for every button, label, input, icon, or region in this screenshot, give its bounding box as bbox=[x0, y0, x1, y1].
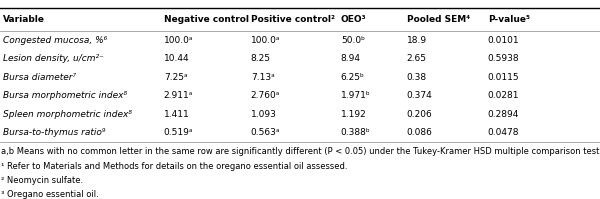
Text: Congested mucosa, %⁶: Congested mucosa, %⁶ bbox=[3, 36, 107, 45]
Text: a,b Means with no common letter in the same row are significantly different (P <: a,b Means with no common letter in the s… bbox=[1, 147, 600, 156]
Text: 1.411: 1.411 bbox=[164, 110, 190, 119]
Text: 0.0115: 0.0115 bbox=[488, 73, 520, 82]
Text: 50.0ᵇ: 50.0ᵇ bbox=[341, 36, 365, 45]
Text: 10.44: 10.44 bbox=[164, 54, 190, 63]
Text: 6.25ᵇ: 6.25ᵇ bbox=[341, 73, 365, 82]
Text: 1.192: 1.192 bbox=[341, 110, 367, 119]
Text: P-value⁵: P-value⁵ bbox=[488, 15, 530, 24]
Text: OEO³: OEO³ bbox=[341, 15, 367, 24]
Text: 0.563ᵃ: 0.563ᵃ bbox=[251, 128, 280, 137]
Text: ¹ Refer to Materials and Methods for details on the oregano essential oil assess: ¹ Refer to Materials and Methods for det… bbox=[1, 162, 348, 171]
Text: 0.5938: 0.5938 bbox=[488, 54, 520, 63]
Text: 8.25: 8.25 bbox=[251, 54, 271, 63]
Text: 18.9: 18.9 bbox=[407, 36, 427, 45]
Text: 0.206: 0.206 bbox=[407, 110, 433, 119]
Text: 2.911ᵃ: 2.911ᵃ bbox=[164, 91, 193, 100]
Text: 100.0ᵃ: 100.0ᵃ bbox=[164, 36, 193, 45]
Text: Lesion density, u/cm²⁻: Lesion density, u/cm²⁻ bbox=[3, 54, 104, 63]
Text: 8.94: 8.94 bbox=[341, 54, 361, 63]
Text: 2.65: 2.65 bbox=[407, 54, 427, 63]
Text: 1.971ᵇ: 1.971ᵇ bbox=[341, 91, 371, 100]
Text: Bursa-to-thymus ratio⁹: Bursa-to-thymus ratio⁹ bbox=[3, 128, 106, 137]
Text: 0.0101: 0.0101 bbox=[488, 36, 520, 45]
Text: 0.388ᵇ: 0.388ᵇ bbox=[341, 128, 371, 137]
Text: Variable: Variable bbox=[3, 15, 45, 24]
Text: 0.0281: 0.0281 bbox=[488, 91, 519, 100]
Text: Negative control: Negative control bbox=[164, 15, 249, 24]
Text: 100.0ᵃ: 100.0ᵃ bbox=[251, 36, 280, 45]
Text: ³ Oregano essential oil.: ³ Oregano essential oil. bbox=[1, 190, 99, 199]
Text: 0.0478: 0.0478 bbox=[488, 128, 519, 137]
Text: 0.519ᵃ: 0.519ᵃ bbox=[164, 128, 193, 137]
Text: Pooled SEM⁴: Pooled SEM⁴ bbox=[407, 15, 470, 24]
Text: 0.086: 0.086 bbox=[407, 128, 433, 137]
Text: Bursa diameter⁷: Bursa diameter⁷ bbox=[3, 73, 76, 82]
Text: 7.13ᵃ: 7.13ᵃ bbox=[251, 73, 275, 82]
Text: 0.374: 0.374 bbox=[407, 91, 433, 100]
Text: 0.2894: 0.2894 bbox=[488, 110, 519, 119]
Text: 2.760ᵃ: 2.760ᵃ bbox=[251, 91, 280, 100]
Text: 1.093: 1.093 bbox=[251, 110, 277, 119]
Text: Bursa morphometric index⁸: Bursa morphometric index⁸ bbox=[3, 91, 127, 100]
Text: Spleen morphometric index⁸: Spleen morphometric index⁸ bbox=[3, 110, 132, 119]
Text: 7.25ᵃ: 7.25ᵃ bbox=[164, 73, 187, 82]
Text: ² Neomycin sulfate.: ² Neomycin sulfate. bbox=[1, 176, 83, 185]
Text: 0.38: 0.38 bbox=[407, 73, 427, 82]
Text: Positive control²: Positive control² bbox=[251, 15, 335, 24]
